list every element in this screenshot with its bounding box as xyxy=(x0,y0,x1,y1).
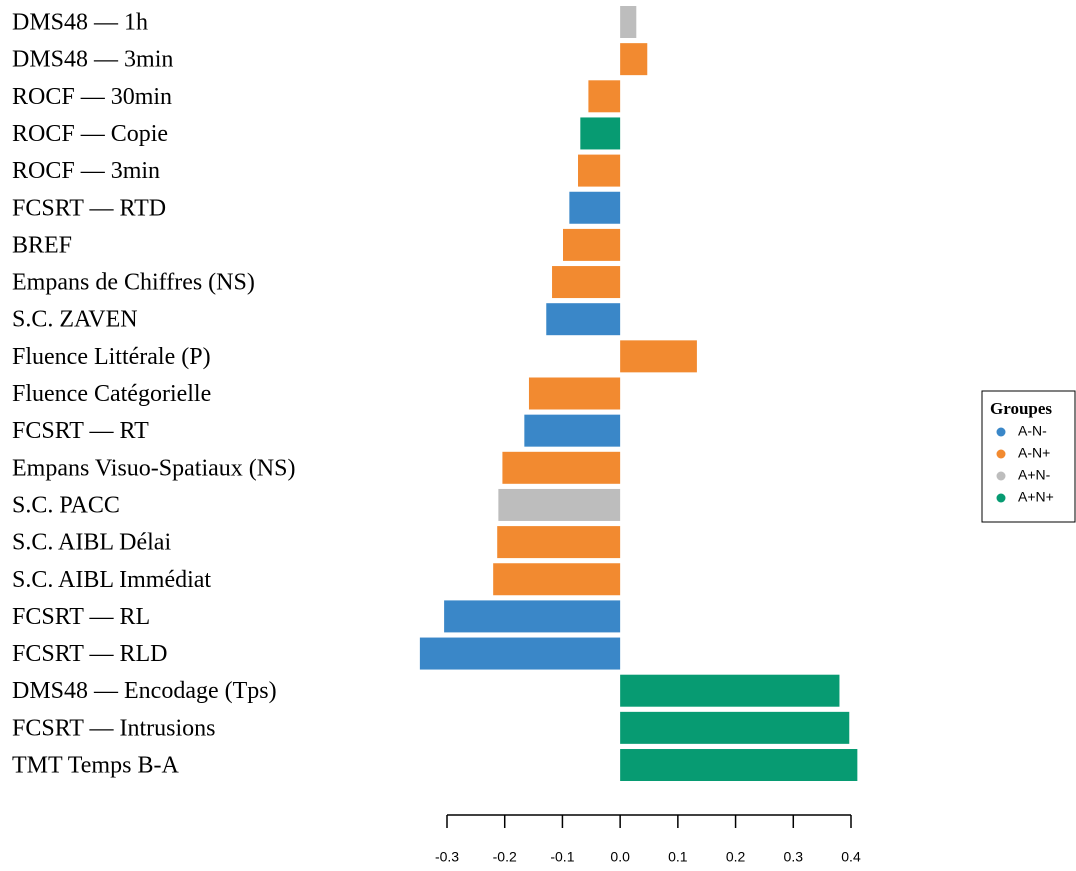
category-label: FCSRT — RLD xyxy=(12,641,168,667)
x-tick-label: 0.4 xyxy=(841,849,861,865)
x-tick-label: -0.2 xyxy=(493,849,517,865)
category-label: ROCF — 3min xyxy=(12,158,160,184)
legend-marker xyxy=(996,449,1006,459)
legend-marker xyxy=(996,471,1006,481)
bar xyxy=(580,117,621,150)
category-label: ROCF — Copie xyxy=(12,121,168,147)
bar xyxy=(620,711,850,744)
x-tick-label: -0.1 xyxy=(550,849,574,865)
bar xyxy=(444,600,621,633)
category-label: DMS48 — Encodage (Tps) xyxy=(12,678,277,704)
category-label: S.C. AIBL Délai xyxy=(12,530,171,556)
bar xyxy=(588,80,621,113)
x-tick-label: 0.1 xyxy=(668,849,688,865)
category-label: TMT Temps B-A xyxy=(12,753,179,779)
bar xyxy=(497,526,621,559)
bar xyxy=(493,563,621,596)
bar xyxy=(620,340,697,373)
category-label: FCSRT — RL xyxy=(12,604,150,630)
bar xyxy=(569,191,621,224)
bar xyxy=(620,749,858,781)
bar xyxy=(552,266,621,299)
category-label: S.C. PACC xyxy=(12,492,120,518)
x-tick-label: 0.3 xyxy=(784,849,804,865)
bar xyxy=(620,674,840,707)
x-tick-label: -0.3 xyxy=(435,849,459,865)
bar xyxy=(528,377,621,410)
bar xyxy=(546,303,621,336)
bar xyxy=(620,43,648,76)
category-label: ROCF — 30min xyxy=(12,84,172,110)
x-tick-label: 0.2 xyxy=(726,849,746,865)
category-label: FCSRT — RTD xyxy=(12,195,166,221)
legend-label: A-N+ xyxy=(1018,445,1050,461)
category-label: FCSRT — Intrusions xyxy=(12,715,216,741)
category-label: S.C. AIBL Immédiat xyxy=(12,567,211,593)
category-label: Empans de Chiffres (NS) xyxy=(12,270,255,296)
category-label: Empans Visuo-Spatiaux (NS) xyxy=(12,455,295,481)
legend-label: A+N+ xyxy=(1018,489,1054,505)
legend-label: A+N- xyxy=(1018,467,1051,483)
bar xyxy=(578,154,621,187)
legend-marker xyxy=(996,493,1006,503)
category-label: BREF xyxy=(12,232,72,258)
bar xyxy=(419,637,621,670)
category-label: FCSRT — RT xyxy=(12,418,149,444)
bar xyxy=(498,488,621,521)
category-label: DMS48 — 1h xyxy=(12,10,148,36)
category-label: S.C. ZAVEN xyxy=(12,307,138,333)
bar xyxy=(563,228,621,261)
category-label: Fluence Catégorielle xyxy=(12,381,211,407)
legend-title: Groupes xyxy=(990,399,1052,418)
category-label: Fluence Littérale (P) xyxy=(12,344,211,370)
bar xyxy=(620,6,637,38)
x-tick-label: 0.0 xyxy=(610,849,630,865)
legend-marker xyxy=(996,427,1006,437)
legend-label: A-N- xyxy=(1018,423,1047,439)
bar xyxy=(524,414,621,447)
bar xyxy=(502,451,621,484)
category-label: DMS48 — 3min xyxy=(12,47,173,73)
